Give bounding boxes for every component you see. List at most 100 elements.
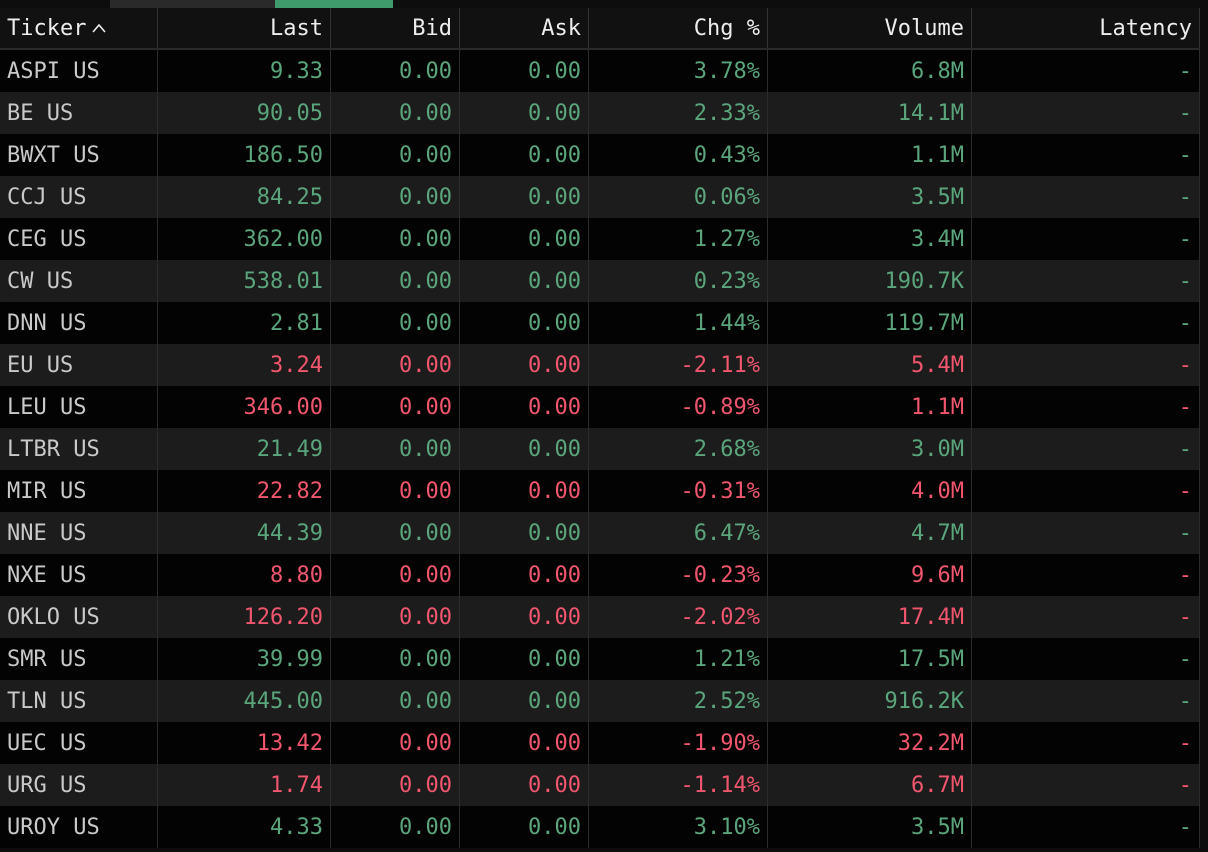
table-row[interactable]: URG US 1.74 0.00 0.00 -1.14% 6.7M - — [0, 764, 1200, 806]
cell: 0.00 — [460, 176, 589, 218]
cell: 21.49 — [158, 428, 331, 470]
cell: LEU US — [0, 386, 158, 428]
cell: - — [972, 638, 1200, 680]
column-header[interactable]: Chg % — [589, 8, 768, 48]
cell: 0.00 — [331, 512, 460, 554]
cell: -2.02% — [589, 596, 768, 638]
cell: - — [972, 680, 1200, 722]
cell: 1.44% — [589, 302, 768, 344]
cell: 2.68% — [589, 428, 768, 470]
cell: 1.21% — [589, 638, 768, 680]
header-label: Volume — [884, 15, 964, 41]
cell: 3.0M — [768, 428, 972, 470]
cell: 119.7M — [768, 302, 972, 344]
column-header[interactable]: Ask — [460, 8, 589, 48]
cell: 0.00 — [460, 638, 589, 680]
table-row[interactable]: CCJ US 84.25 0.00 0.00 0.06% 3.5M - — [0, 176, 1200, 218]
cell: EU US — [0, 344, 158, 386]
cell: OKLO US — [0, 596, 158, 638]
column-header[interactable]: Latency — [972, 8, 1200, 48]
cell: 0.00 — [460, 428, 589, 470]
cell: CW US — [0, 260, 158, 302]
cell: - — [972, 176, 1200, 218]
cell: 3.5M — [768, 806, 972, 848]
table-row[interactable]: DNN US 2.81 0.00 0.00 1.44% 119.7M - — [0, 302, 1200, 344]
table-row[interactable]: CW US 538.01 0.00 0.00 0.23% 190.7K - — [0, 260, 1200, 302]
cell: 13.42 — [158, 722, 331, 764]
cell: 4.7M — [768, 512, 972, 554]
cell: 0.00 — [460, 512, 589, 554]
cell: 3.78% — [589, 50, 768, 92]
cell: CCJ US — [0, 176, 158, 218]
tab-strip — [110, 0, 393, 8]
cell: 0.00 — [331, 680, 460, 722]
cell: 0.00 — [331, 596, 460, 638]
cell: 14.1M — [768, 92, 972, 134]
cell: 6.47% — [589, 512, 768, 554]
cell: 0.00 — [460, 218, 589, 260]
table-row[interactable]: EU US 3.24 0.00 0.00 -2.11% 5.4M - — [0, 344, 1200, 386]
column-header[interactable]: Ticker — [0, 8, 158, 48]
table-row[interactable]: ASPI US 9.33 0.00 0.00 3.78% 6.8M - — [0, 50, 1200, 92]
cell: - — [972, 386, 1200, 428]
cell: 90.05 — [158, 92, 331, 134]
cell: 0.00 — [331, 134, 460, 176]
cell: 8.80 — [158, 554, 331, 596]
cell: 1.1M — [768, 134, 972, 176]
table-row[interactable]: CEG US 362.00 0.00 0.00 1.27% 3.4M - — [0, 218, 1200, 260]
cell: 1.27% — [589, 218, 768, 260]
table-row[interactable]: NXE US 8.80 0.00 0.00 -0.23% 9.6M - — [0, 554, 1200, 596]
table-row[interactable]: UROY US 4.33 0.00 0.00 3.10% 3.5M - — [0, 806, 1200, 848]
cell: -0.89% — [589, 386, 768, 428]
sort-icon — [92, 23, 107, 33]
cell: - — [972, 260, 1200, 302]
table-row[interactable]: MIR US 22.82 0.00 0.00 -0.31% 4.0M - — [0, 470, 1200, 512]
cell: 0.00 — [331, 260, 460, 302]
cell: 0.00 — [460, 680, 589, 722]
cell: 84.25 — [158, 176, 331, 218]
table-row[interactable]: BE US 90.05 0.00 0.00 2.33% 14.1M - — [0, 92, 1200, 134]
cell: 0.00 — [460, 260, 589, 302]
table-row[interactable]: UEC US 13.42 0.00 0.00 -1.90% 32.2M - — [0, 722, 1200, 764]
cell: 186.50 — [158, 134, 331, 176]
cell: NNE US — [0, 512, 158, 554]
table-row[interactable]: LEU US 346.00 0.00 0.00 -0.89% 1.1M - — [0, 386, 1200, 428]
column-header[interactable]: Bid — [331, 8, 460, 48]
cell: 44.39 — [158, 512, 331, 554]
active-tab[interactable] — [275, 0, 393, 8]
table-row[interactable]: TLN US 445.00 0.00 0.00 2.52% 916.2K - — [0, 680, 1200, 722]
cell: 2.52% — [589, 680, 768, 722]
cell: 9.33 — [158, 50, 331, 92]
cell: -1.14% — [589, 764, 768, 806]
cell: 3.10% — [589, 806, 768, 848]
table-row[interactable]: NNE US 44.39 0.00 0.00 6.47% 4.7M - — [0, 512, 1200, 554]
cell: 0.00 — [460, 92, 589, 134]
cell: 0.00 — [331, 302, 460, 344]
cell: - — [972, 134, 1200, 176]
cell: 0.00 — [460, 134, 589, 176]
table-row[interactable]: LTBR US 21.49 0.00 0.00 2.68% 3.0M - — [0, 428, 1200, 470]
table-row[interactable]: BWXT US 186.50 0.00 0.00 0.43% 1.1M - — [0, 134, 1200, 176]
column-header[interactable]: Last — [158, 8, 331, 48]
cell: LTBR US — [0, 428, 158, 470]
tab[interactable] — [110, 0, 275, 8]
cell: 0.00 — [460, 302, 589, 344]
cell: 4.0M — [768, 470, 972, 512]
cell: 0.00 — [331, 554, 460, 596]
cell: 5.4M — [768, 344, 972, 386]
cell: 3.24 — [158, 344, 331, 386]
cell: 0.06% — [589, 176, 768, 218]
table-row[interactable]: SMR US 39.99 0.00 0.00 1.21% 17.5M - — [0, 638, 1200, 680]
cell: - — [972, 764, 1200, 806]
table-row[interactable]: OKLO US 126.20 0.00 0.00 -2.02% 17.4M - — [0, 596, 1200, 638]
cell: 0.00 — [331, 50, 460, 92]
cell: BE US — [0, 92, 158, 134]
cell: 3.4M — [768, 218, 972, 260]
column-header[interactable]: Volume — [768, 8, 972, 48]
cell: 538.01 — [158, 260, 331, 302]
cell: 0.00 — [460, 554, 589, 596]
cell: BWXT US — [0, 134, 158, 176]
cell: 1.1M — [768, 386, 972, 428]
cell: UROY US — [0, 806, 158, 848]
cell: 0.00 — [331, 92, 460, 134]
